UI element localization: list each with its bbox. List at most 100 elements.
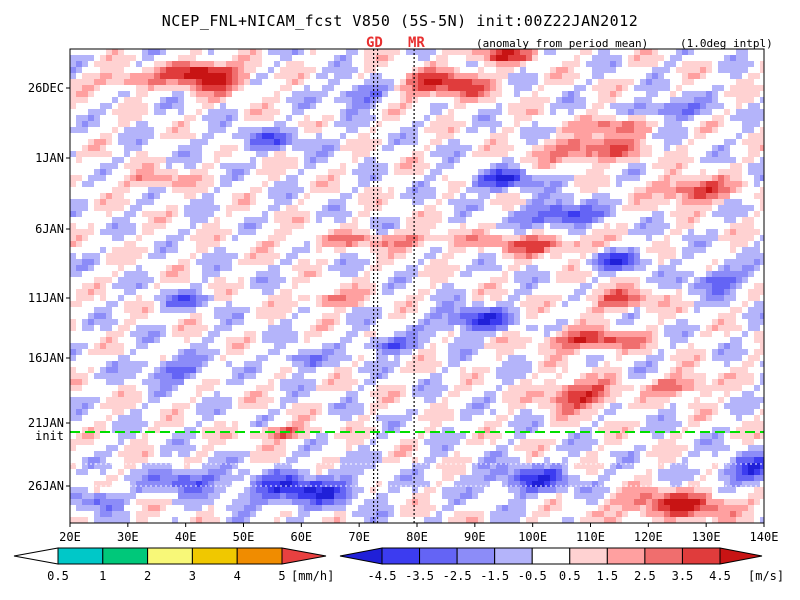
field-cell [652,223,659,230]
field-cell [268,109,275,116]
field-cell [160,289,167,296]
field-cell [352,277,359,284]
field-cell [82,283,89,290]
field-cell [76,211,83,218]
field-cell [190,199,197,206]
field-cell [502,229,509,236]
field-cell [454,67,461,74]
field-cell [622,163,629,170]
field-cell [532,67,539,74]
field-cell [412,271,419,278]
field-cell [334,181,341,188]
field-cell [574,223,581,230]
field-cell [394,169,401,176]
field-cell [622,67,629,74]
field-cell [562,91,569,98]
field-cell [700,283,707,290]
field-cell [304,61,311,68]
field-cell [406,175,413,182]
field-cell [160,115,167,122]
field-cell [112,151,119,158]
field-cell [382,61,389,68]
field-cell [160,253,167,260]
field-cell [88,85,95,92]
field-cell [268,175,275,182]
field-cell [130,289,137,296]
field-cell [310,211,317,218]
field-cell [184,247,191,254]
field-cell [616,289,623,296]
field-cell [298,127,305,134]
field-cell [598,145,605,152]
field-cell [574,271,581,278]
field-cell [154,295,161,302]
field-cell [688,85,695,92]
field-cell [166,55,173,62]
field-cell [346,79,353,86]
field-cell [730,79,737,86]
field-cell [256,85,263,92]
field-cell [418,253,425,260]
field-cell [364,103,371,110]
field-cell [394,277,401,284]
field-cell [178,301,185,308]
field-cell [82,67,89,74]
field-cell [256,217,263,224]
field-cell [250,271,257,278]
field-cell [640,85,647,92]
field-cell [106,187,113,194]
field-cell [568,49,575,56]
field-cell [724,85,731,92]
field-cell [262,103,269,110]
field-cell [202,217,209,224]
field-cell [346,61,353,68]
field-cell [214,259,221,266]
field-cell [154,241,161,248]
field-cell [628,199,635,206]
field-cell [436,199,443,206]
field-cell [136,181,143,188]
field-cell [232,235,239,242]
field-cell [694,97,701,104]
field-cell [76,283,83,290]
field-cell [364,115,371,122]
field-cell [238,163,245,170]
field-cell [460,115,467,122]
field-cell [166,283,173,290]
field-cell [148,211,155,218]
field-cell [202,271,209,278]
field-cell [484,175,491,182]
field-cell [160,211,167,218]
field-cell [454,277,461,284]
field-cell [364,157,371,164]
field-cell [82,271,89,278]
field-cell [706,115,713,122]
field-cell [448,103,455,110]
field-cell [244,73,251,80]
field-cell [382,49,389,56]
field-cell [544,115,551,122]
field-cell [472,103,479,110]
field-cell [610,205,617,212]
field-cell [124,211,131,218]
field-cell [730,241,737,248]
field-cell [286,103,293,110]
field-cell [730,67,737,74]
field-cell [652,115,659,122]
field-cell [742,181,749,188]
field-cell [508,79,515,86]
field-cell [130,133,137,140]
field-cell [616,109,623,116]
field-cell [694,247,701,254]
field-cell [112,145,119,152]
field-cell [700,235,707,242]
field-cell [430,127,437,134]
field-cell [628,109,635,116]
field-cell [532,139,539,146]
field-cell [460,151,467,158]
field-cell [364,283,371,290]
field-cell [736,295,743,302]
field-cell [112,61,119,68]
field-cell [436,121,443,128]
field-cell [520,109,527,116]
